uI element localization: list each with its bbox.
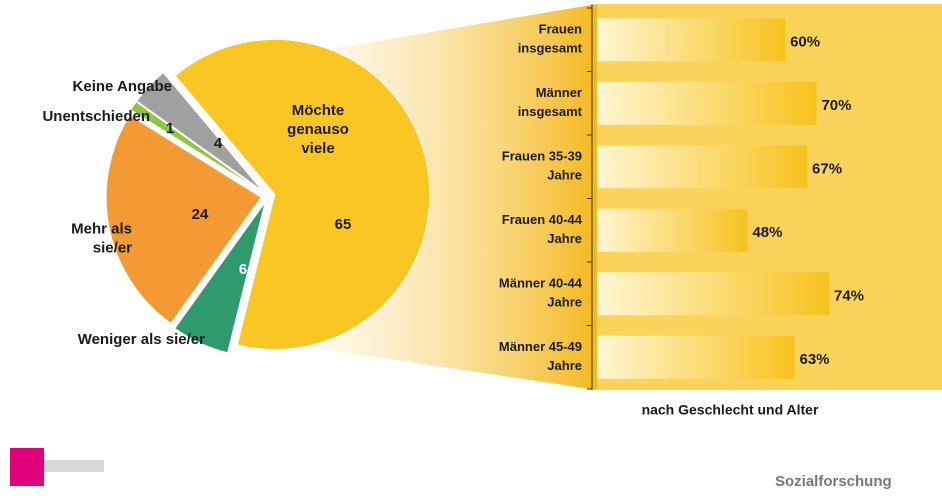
- category-label: Männer insgesamt: [518, 85, 583, 119]
- logo-text: [44, 460, 104, 472]
- bar: [597, 335, 795, 379]
- slice-label: Mehr als sie/er: [71, 220, 132, 256]
- x-axis-title: nach Geschlecht und Alter: [642, 402, 819, 418]
- bar: [597, 208, 748, 252]
- bar: [597, 145, 808, 189]
- footer-source: Sozialforschung: [775, 473, 892, 490]
- category-label: Frauen 40-44 Jahre: [502, 212, 583, 246]
- bar: [597, 272, 829, 316]
- slice-value-label: 6: [239, 261, 247, 278]
- value-label: 60%: [790, 34, 820, 51]
- value-label: 74%: [834, 288, 864, 305]
- bar: [597, 81, 817, 125]
- value-label: 48%: [752, 224, 782, 241]
- slice-value-label: 24: [192, 206, 209, 223]
- slice-value-label: 4: [214, 135, 223, 152]
- bar: [597, 18, 786, 62]
- pie-slice: [130, 101, 263, 193]
- slice-label: Möchte genauso viele: [287, 102, 349, 157]
- category-label: Männer 45-49 Jahre: [499, 339, 582, 373]
- value-label: 70%: [821, 97, 851, 114]
- pie-slice: [105, 114, 262, 325]
- value-label: 67%: [812, 161, 842, 178]
- pie-slice: [136, 71, 264, 192]
- slice-label: Keine Angabe: [73, 78, 172, 95]
- slice-value-label: 65: [335, 216, 352, 233]
- category-label: Frauen insgesamt: [518, 22, 583, 56]
- logo: [10, 448, 104, 486]
- slice-label: Weniger als sie/er: [78, 331, 205, 348]
- pie-slice: [174, 38, 431, 350]
- logo-mark: [10, 448, 44, 486]
- pie-slice: [174, 202, 266, 354]
- slice-label: Unentschieden: [42, 108, 150, 125]
- bar-panel: [597, 4, 942, 390]
- category-label: Männer 40-44 Jahre: [499, 276, 583, 310]
- value-label: 63%: [800, 351, 830, 368]
- category-label: Frauen 35-39 Jahre: [502, 149, 582, 183]
- slice-value-label: 1: [166, 120, 174, 137]
